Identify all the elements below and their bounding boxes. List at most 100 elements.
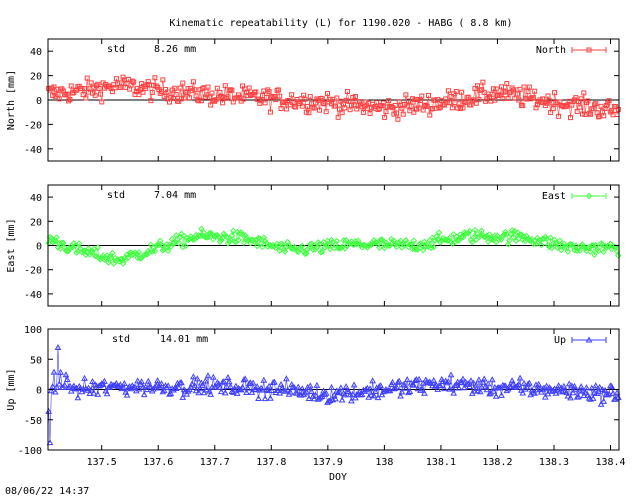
data-point: [537, 388, 545, 395]
data-point: [479, 87, 485, 93]
data-point: [338, 243, 346, 251]
data-point: [402, 237, 410, 244]
data-connector: [363, 106, 365, 113]
data-point: [371, 387, 379, 395]
data-point: [227, 236, 234, 244]
data-connector: [469, 380, 472, 387]
data-point: [538, 241, 545, 249]
data-point: [286, 388, 294, 395]
data-point: [307, 94, 313, 100]
data-point: [232, 382, 240, 389]
data-point: [406, 387, 414, 394]
data-point: [518, 231, 525, 238]
data-point: [612, 395, 620, 402]
data-point: [591, 102, 597, 108]
data-point: [321, 244, 329, 251]
y-axis-label: East [mm]: [6, 218, 17, 272]
std-label: std: [107, 44, 125, 55]
data-point: [220, 100, 226, 106]
data-point: [475, 234, 483, 241]
data-connector: [129, 252, 132, 254]
legend-label: North: [536, 45, 566, 56]
data-point: [587, 248, 594, 255]
data-point: [277, 380, 285, 387]
data-point: [200, 86, 206, 92]
data-point: [552, 389, 560, 396]
data-point: [427, 112, 433, 118]
data-connector: [311, 391, 314, 397]
data-point: [223, 233, 230, 241]
legend-label: East: [542, 191, 566, 202]
data-connector: [210, 387, 213, 395]
data-connector: [98, 88, 101, 95]
data-point: [216, 383, 224, 390]
data-connector: [199, 228, 202, 237]
data-point: [567, 394, 574, 401]
data-point: [499, 233, 507, 240]
data-point: [470, 379, 477, 386]
data-point: [459, 375, 467, 382]
legend-marker: [586, 47, 592, 53]
data-connector: [578, 391, 581, 397]
data-connector: [367, 103, 369, 109]
data-point: [550, 240, 557, 248]
data-connector: [166, 244, 169, 251]
data-point: [431, 237, 439, 244]
data-point: [515, 235, 522, 242]
data-point: [118, 255, 125, 263]
data-point: [592, 382, 600, 389]
data-connector: [224, 386, 227, 393]
data-point: [285, 241, 293, 249]
data-point: [494, 93, 500, 99]
data-point: [490, 236, 497, 244]
data-point: [226, 238, 233, 245]
data-point: [248, 236, 256, 244]
data-point: [175, 239, 183, 247]
data-connector: [169, 393, 171, 395]
data-point: [328, 236, 335, 244]
data-point: [481, 233, 488, 241]
data-point: [520, 379, 528, 386]
data-point: [391, 384, 399, 391]
data-point: [511, 228, 518, 235]
data-point: [147, 241, 155, 249]
data-point: [338, 396, 346, 403]
data-point: [433, 233, 440, 240]
data-point: [320, 387, 327, 394]
data-connector: [603, 108, 606, 116]
data-point: [46, 439, 54, 446]
data-connector: [519, 89, 522, 106]
data-point: [262, 100, 268, 106]
y-tick-label: 40: [30, 47, 42, 58]
x-tick-label: 137.7: [200, 457, 230, 468]
x-tick-label: 138: [375, 457, 393, 468]
data-point: [164, 382, 172, 389]
data-point: [319, 95, 325, 101]
data-point: [500, 96, 506, 102]
data-connector: [486, 235, 489, 242]
data-point: [586, 110, 592, 116]
data-connector: [341, 240, 344, 248]
data-connector: [345, 386, 348, 392]
data-point: [227, 382, 234, 389]
data-point: [342, 237, 350, 244]
data-connector: [517, 384, 519, 387]
data-point: [139, 81, 145, 87]
data-connector: [309, 96, 312, 104]
data-point: [522, 95, 528, 101]
data-point: [421, 389, 428, 396]
data-point: [374, 100, 380, 106]
data-point: [483, 232, 491, 240]
data-point: [60, 239, 67, 247]
data-point: [101, 256, 108, 263]
data-point: [74, 394, 82, 401]
data-point: [341, 391, 349, 398]
data-connector: [546, 238, 549, 245]
data-point: [152, 381, 160, 388]
data-connector: [517, 93, 520, 101]
std-value: 7.04 mm: [154, 190, 196, 201]
data-point: [303, 109, 309, 115]
data-point: [213, 379, 221, 386]
data-point: [126, 249, 133, 257]
data-point: [199, 381, 207, 388]
